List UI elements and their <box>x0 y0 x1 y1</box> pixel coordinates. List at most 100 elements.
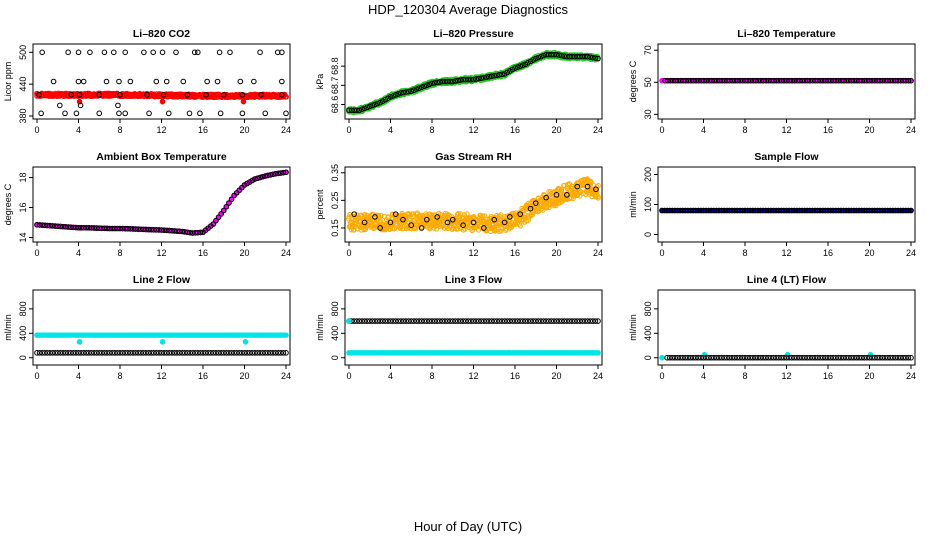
data-point <box>869 77 875 84</box>
data-point <box>239 110 246 117</box>
data-point <box>517 318 523 324</box>
data-point <box>845 354 852 361</box>
data-point <box>491 318 498 324</box>
data-point <box>566 53 573 60</box>
data-point <box>80 350 87 356</box>
data-point <box>574 318 581 324</box>
data-point <box>752 207 759 214</box>
data-point <box>449 216 456 223</box>
data-point <box>832 207 839 214</box>
data-point <box>827 77 834 84</box>
data-point <box>392 211 399 217</box>
data-point <box>705 207 712 214</box>
data-point <box>794 77 800 84</box>
data-point <box>187 350 193 356</box>
data-point <box>672 354 678 361</box>
data-point <box>57 102 63 109</box>
data-point <box>721 207 728 214</box>
data-point <box>96 350 103 356</box>
data-point <box>820 354 826 361</box>
data-point <box>517 63 523 69</box>
data-point <box>86 350 92 356</box>
y-tick-label: 68.8 <box>330 57 340 75</box>
data-point <box>372 318 378 324</box>
x-tick-label: 24 <box>593 125 603 135</box>
data-point <box>444 78 451 85</box>
data-point <box>468 318 474 324</box>
data-point <box>514 318 521 324</box>
data-point <box>747 354 753 361</box>
x-tick-label: 24 <box>906 248 916 258</box>
series-2 <box>346 318 601 324</box>
data-point <box>171 350 178 356</box>
data-point <box>833 77 839 84</box>
data-point <box>830 77 837 84</box>
data-point <box>461 212 468 218</box>
x-tick-label: 0 <box>659 371 664 381</box>
data-point <box>156 227 162 233</box>
data-point <box>734 77 741 84</box>
data-point <box>426 81 433 88</box>
figure-title: HDP_120304 Average Diagnostics <box>368 2 568 17</box>
data-point <box>825 77 831 84</box>
data-point <box>874 77 881 84</box>
data-point <box>711 354 717 361</box>
x-tick-label: 4 <box>76 125 81 135</box>
data-point <box>882 354 888 361</box>
data-point <box>574 53 581 60</box>
y-axis-label: degrees C <box>628 60 638 102</box>
data-point <box>469 227 475 233</box>
data-point <box>242 339 249 345</box>
data-point <box>827 354 834 361</box>
y-axis-label: percent <box>315 189 325 220</box>
data-point <box>283 94 289 100</box>
data-point <box>34 221 40 228</box>
data-point <box>858 354 865 361</box>
data-point <box>802 77 808 84</box>
data-point <box>169 227 175 234</box>
data-point <box>106 350 113 356</box>
data-point <box>227 49 233 56</box>
data-point <box>666 354 673 361</box>
data-point <box>809 77 816 84</box>
series-2 <box>76 339 249 345</box>
data-point <box>400 89 407 96</box>
data-point <box>106 225 113 232</box>
data-point <box>117 350 123 356</box>
data-point <box>674 354 681 361</box>
data-point <box>693 77 699 84</box>
data-point <box>262 350 269 356</box>
data-point <box>773 77 780 84</box>
panel-4: Ambient Box Temperature degrees C 0 4 8 12 16 2… <box>3 151 291 258</box>
data-point <box>195 229 201 236</box>
data-point <box>887 77 894 84</box>
series-2 <box>351 183 599 231</box>
x-tick-label: 20 <box>864 371 874 381</box>
data-point <box>112 350 118 356</box>
data-point <box>442 318 448 324</box>
data-point <box>737 77 743 84</box>
data-point <box>257 49 263 56</box>
data-point <box>346 318 352 324</box>
data-point <box>679 354 686 361</box>
data-point <box>564 318 570 324</box>
y-tick-label: 100 <box>643 197 653 212</box>
x-tick-label: 4 <box>76 371 81 381</box>
data-point <box>70 224 77 231</box>
data-point <box>799 354 805 361</box>
data-point <box>677 354 683 361</box>
data-point <box>93 225 100 231</box>
data-point <box>246 350 253 356</box>
data-point <box>223 203 230 210</box>
data-point <box>36 222 43 228</box>
x-tick-label: 4 <box>388 371 393 381</box>
data-point <box>517 211 523 217</box>
data-point <box>374 100 381 107</box>
data-point <box>280 169 287 176</box>
data-point <box>83 350 90 356</box>
data-point <box>680 77 687 84</box>
data-point <box>491 216 498 223</box>
y-axis-label: ml/min <box>628 191 638 218</box>
data-point <box>153 78 160 85</box>
data-point <box>39 49 45 56</box>
